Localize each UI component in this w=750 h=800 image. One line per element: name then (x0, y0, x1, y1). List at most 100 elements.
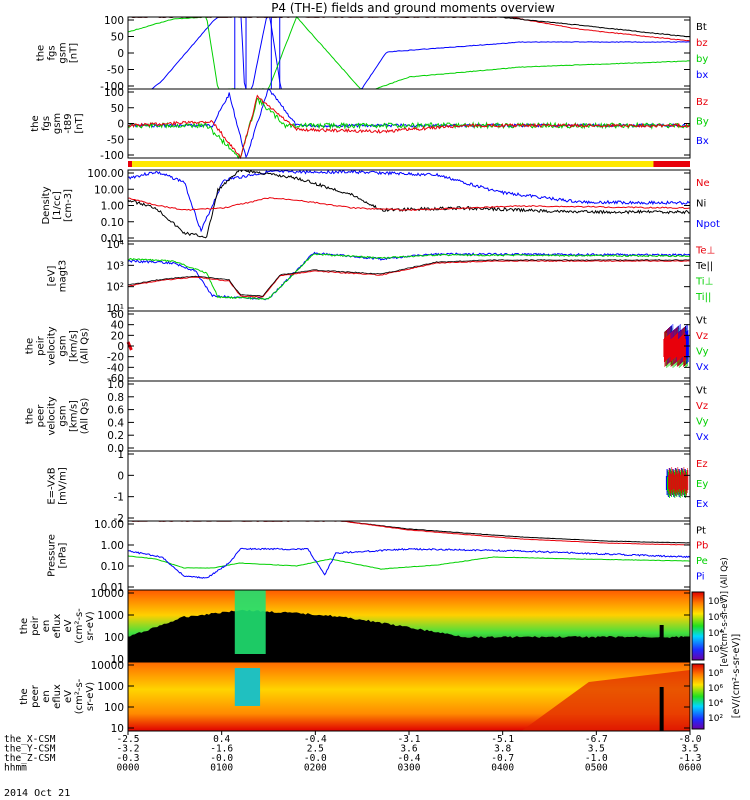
legend-bz: Bz (696, 97, 708, 108)
legend-bt: Bt (696, 22, 707, 33)
y-tick-label: 100 (104, 702, 124, 714)
y-axis-label: en (41, 620, 52, 633)
y-tick-label: 0.6 (107, 405, 124, 417)
x-tick-label: -0.3 (117, 753, 140, 764)
x-tick-label: 0500 (585, 763, 608, 774)
y-tick-label: 10.00 (94, 184, 124, 196)
colorbar-tick-label: 10⁸ (708, 597, 723, 607)
y-axis-label: -t89 (63, 113, 74, 133)
y-tick-label: -100 (100, 150, 124, 162)
y-tick-label: 0.8 (107, 392, 124, 404)
series-bt (128, 16, 690, 38)
x-tick-label: 0200 (304, 763, 327, 774)
colorbar-units-label-ion: [eV/(cm²-s-sr-eV)] (All Qs) (720, 557, 730, 666)
y-tick-label: 0 (117, 470, 124, 482)
x-tick-label: -1.6 (210, 744, 233, 755)
x-tick-label: -6.7 (585, 734, 608, 745)
y-axis-label: [mV/m] (58, 467, 69, 505)
colorbar-tick-label: 10⁶ (708, 613, 723, 623)
spectrogram-gap (659, 687, 664, 731)
panel-frame (127, 240, 691, 312)
legend-pi: Pi (696, 571, 705, 582)
x-tick-label: 0600 (679, 763, 702, 774)
x-tick-label: -1.0 (585, 753, 608, 764)
y-tick-label: 0 (117, 48, 124, 60)
y-tick-label: 100 (104, 632, 124, 644)
y-tick-label: 0 (117, 341, 124, 353)
legend-ti||: Ti|| (695, 292, 711, 303)
spectrogram-low-flux (128, 609, 690, 662)
y-tick-label: 1000 (97, 610, 124, 622)
y-tick-label: 100 (104, 87, 124, 99)
y-tick-label: 10¹ (106, 303, 124, 315)
colorbar-tick-label: 10⁴ (708, 629, 723, 639)
y-axis-label: [km/s] (69, 330, 80, 362)
y-axis-label: gsm (58, 335, 69, 356)
y-axis-label: (cm²-s- (74, 608, 85, 644)
legend-ex: Ex (696, 499, 708, 510)
x-tick-label: -8.0 (679, 734, 702, 745)
series-ez (668, 467, 689, 496)
y-axis-label: [km/s] (69, 400, 80, 432)
y-axis-label: (All Qs) (80, 398, 91, 435)
y-axis-label: gsm (52, 113, 63, 134)
y-axis-label: gsm (58, 42, 69, 63)
legend-vt: Vt (696, 315, 707, 326)
x-tick-label: 0000 (117, 763, 140, 774)
y-axis-label: the (36, 45, 47, 61)
colorbar-tick-label: 10² (708, 714, 723, 724)
panel-frame (127, 310, 691, 382)
legend-vy: Vy (696, 347, 709, 358)
y-tick-label: 0.10 (101, 217, 124, 229)
panel-frame (127, 88, 691, 159)
y-tick-label: 10.00 (94, 519, 124, 531)
y-axis-label: [eV] (47, 266, 58, 287)
y-tick-label: -40 (107, 362, 124, 374)
y-tick-label: 0 (117, 119, 124, 131)
y-tick-label: 10³ (106, 260, 124, 272)
y-tick-label: -60 (107, 373, 124, 385)
x-row-name: hhmm (4, 763, 27, 774)
y-tick-label: 0.2 (107, 430, 124, 442)
y-tick-label: 40 (111, 320, 124, 332)
y-axis-label: peer (30, 684, 41, 708)
legend-ni: Ni (696, 199, 706, 210)
date-label: 2014 Oct 21 (4, 788, 70, 799)
panel-temperature: 10⁴ 10³ 10² 10¹ [eV] magt3 Te⊥ Te|| Ti⊥ Ti|| (47, 239, 716, 315)
legend-ti⊥: Ti⊥ (695, 277, 713, 288)
legend-npot: Npot (696, 219, 720, 230)
x-tick-label: 3.5 (588, 744, 605, 755)
y-tick-label: 50 (111, 32, 124, 44)
x-tick-label: -2.5 (117, 734, 140, 745)
x-tick-label: 0100 (210, 763, 233, 774)
x-tick-label: -0.4 (398, 753, 421, 764)
x-tick-label: -0.4 (304, 734, 327, 745)
series-npot (127, 169, 691, 233)
y-axis-label: peir (30, 615, 41, 635)
y-tick-label: 1.00 (101, 201, 124, 213)
y-tick-label: 100.00 (87, 168, 124, 180)
x-tick-label: 0300 (398, 763, 421, 774)
colorbar-units-label: [eV/(cm²-s-sr-eV)] (731, 634, 742, 718)
series-te-perp (127, 260, 690, 298)
status-bar-flag (653, 161, 690, 167)
y-axis-label: en (41, 690, 52, 703)
legend-vy: Vy (696, 417, 709, 428)
spectrogram-cold-band (234, 668, 261, 706)
y-axis-label: Density (41, 186, 52, 224)
x-row-name: the_X-CSM (4, 734, 56, 745)
y-tick-label: 10000 (91, 660, 124, 672)
series-bx (127, 88, 691, 159)
legend-by: By (696, 116, 709, 127)
y-tick-label: 10⁴ (106, 239, 124, 251)
x-tick-label: -0.0 (210, 753, 233, 764)
x-tick-label: 0400 (491, 763, 514, 774)
panel-peer-eflux: 10000 1000 100 10 the peer en eflux eV (cm²-s-sr-… (19, 660, 723, 735)
y-axis-label: E=-VxB (47, 467, 58, 504)
y-axis-label: the (19, 618, 30, 634)
y-tick-label: 1 (117, 449, 124, 461)
y-axis-label: [nT] (74, 113, 85, 133)
spectrogram-plasma-sheet (234, 590, 266, 654)
series-bz (127, 94, 691, 160)
